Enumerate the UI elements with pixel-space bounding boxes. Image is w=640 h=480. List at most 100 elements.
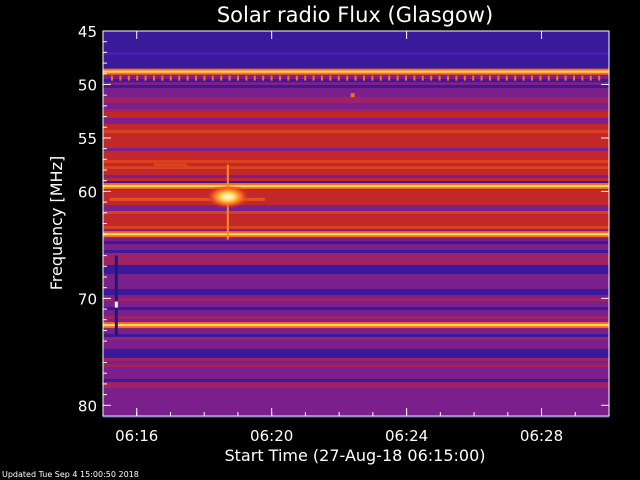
band-tick-mark — [539, 75, 542, 81]
spectrogram-row — [103, 118, 609, 121]
spectrogram-row — [103, 367, 609, 370]
spectrogram-row — [103, 190, 609, 193]
spectrogram-row — [103, 250, 609, 253]
spectrogram-row — [103, 151, 609, 154]
band-tick-mark — [514, 75, 517, 81]
spectrogram-row — [103, 58, 609, 61]
band-tick-mark — [119, 75, 122, 81]
y-tick-label: 80 — [78, 397, 97, 415]
spectrogram-row — [103, 145, 609, 148]
band-tick-mark — [363, 75, 365, 81]
spectrogram-row — [103, 160, 609, 163]
spectrogram-row — [103, 88, 609, 91]
spectrogram-row — [103, 406, 609, 409]
spectrogram-row — [103, 244, 609, 247]
calibration-streak — [114, 255, 118, 336]
band-tick-mark — [295, 75, 298, 81]
band-tick-mark — [346, 75, 349, 81]
spectrogram-row — [103, 163, 609, 166]
band-tick-mark — [421, 75, 424, 81]
spectrogram-row — [103, 385, 609, 388]
spectrogram-row — [103, 205, 609, 208]
spectrogram-row — [103, 112, 609, 115]
band-tick-mark — [405, 75, 407, 81]
spectrogram-row — [103, 61, 609, 64]
spectrogram-row — [103, 43, 609, 46]
spectrogram-row — [103, 280, 609, 283]
x-tick-label: 06:16 — [115, 427, 158, 445]
band-tick-mark — [178, 75, 181, 81]
spectrogram-row — [103, 382, 609, 385]
band-tick-mark — [430, 75, 433, 81]
band-tick-mark — [573, 75, 575, 81]
spectrogram-row — [103, 319, 609, 322]
spectrogram-row — [103, 52, 609, 55]
spectrogram-row — [103, 328, 609, 331]
spectrogram-row — [103, 208, 609, 211]
band-tick-mark — [547, 75, 550, 81]
plot-annotations — [103, 68, 609, 336]
band-tick-mark — [463, 75, 466, 81]
band-tick-mark — [379, 75, 382, 81]
spectrogram-row — [103, 229, 609, 232]
calibration-streak-peak — [114, 301, 118, 308]
x-tick-label: 06:24 — [385, 427, 428, 445]
band-tick-mark — [371, 75, 374, 81]
burst-streak — [109, 197, 211, 201]
bright-band-core — [103, 324, 609, 327]
band-tick-mark — [489, 75, 491, 81]
band-tick-mark — [270, 75, 273, 81]
spectrogram-row — [103, 373, 609, 376]
spectrogram-row — [103, 100, 609, 103]
band-tick-mark — [203, 75, 206, 81]
y-tick-label: 70 — [78, 290, 97, 308]
spectrogram-row — [103, 124, 609, 127]
spectrogram-row — [103, 115, 609, 118]
updated-timestamp: Updated Tue Sep 4 15:00:50 2018 — [2, 470, 139, 479]
band-tick-mark — [589, 75, 592, 81]
spectrogram-row — [103, 172, 609, 175]
band-tick-mark — [522, 75, 525, 81]
spectrogram-row — [103, 103, 609, 106]
band-tick-mark — [169, 75, 172, 81]
band-tick-mark — [455, 75, 458, 81]
spectrogram-row — [103, 307, 609, 310]
band-tick-mark — [413, 75, 416, 81]
band-tick-mark — [472, 75, 475, 81]
spectrogram-row — [103, 85, 609, 88]
spectrogram-row — [103, 211, 609, 214]
y-tick-label: 55 — [78, 130, 97, 148]
spectrogram-row — [103, 34, 609, 37]
radio-burst — [350, 93, 355, 98]
band-tick-mark — [153, 75, 155, 81]
spectrogram-row — [103, 334, 609, 337]
band-tick-mark — [279, 75, 281, 81]
spectrogram-row — [103, 214, 609, 217]
spectrogram-row — [103, 142, 609, 145]
band-tick-mark — [337, 75, 340, 81]
spectrogram-row — [103, 196, 609, 199]
band-tick-mark — [312, 75, 315, 81]
spectrogram-row — [103, 271, 609, 274]
spectrogram-row — [103, 304, 609, 307]
spectrogram-row — [103, 349, 609, 352]
spectrogram-row — [103, 178, 609, 181]
spectrogram-row — [103, 148, 609, 151]
band-tick-mark — [598, 75, 601, 81]
spectrogram-row — [103, 67, 609, 70]
x-tick-label: 06:20 — [250, 427, 293, 445]
spectrogram-row — [103, 136, 609, 139]
spectrogram-row — [103, 247, 609, 250]
band-tick-mark — [581, 75, 584, 81]
band-tick-mark — [262, 75, 265, 81]
band-tick-mark — [321, 75, 323, 81]
y-tick-label: 50 — [78, 76, 97, 94]
spectrogram-row — [103, 226, 609, 229]
spectrogram-row — [103, 337, 609, 340]
band-tick-mark — [388, 75, 391, 81]
spectrogram-row — [103, 130, 609, 133]
spectrogram-row — [103, 412, 609, 415]
spectrogram-row — [103, 91, 609, 94]
spectrogram-row — [103, 265, 609, 268]
spectrogram-row — [103, 316, 609, 319]
